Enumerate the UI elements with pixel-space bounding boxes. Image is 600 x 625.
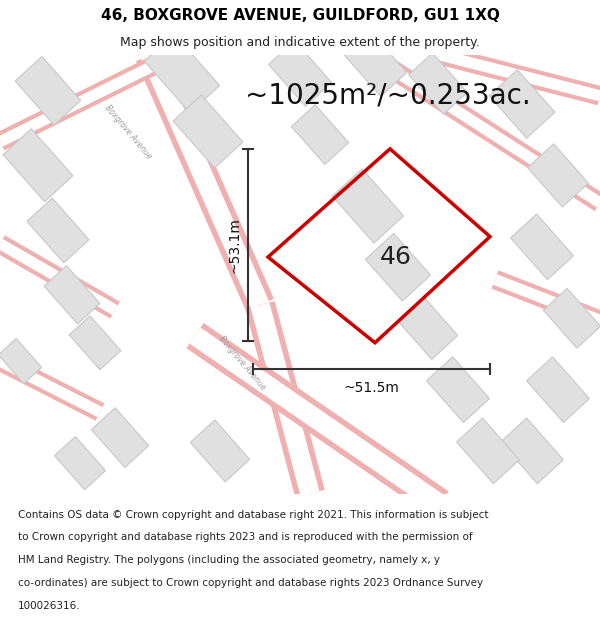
Polygon shape <box>3 129 73 202</box>
Polygon shape <box>544 288 600 348</box>
Polygon shape <box>27 198 89 263</box>
Polygon shape <box>269 41 331 106</box>
Text: to Crown copyright and database rights 2023 and is reproduced with the permissio: to Crown copyright and database rights 2… <box>18 532 473 542</box>
Polygon shape <box>292 105 349 164</box>
Polygon shape <box>527 144 589 207</box>
Text: ~1025m²/~0.253ac.: ~1025m²/~0.253ac. <box>245 82 531 110</box>
Text: 100026316.: 100026316. <box>18 601 80 611</box>
Text: co-ordinates) are subject to Crown copyright and database rights 2023 Ordnance S: co-ordinates) are subject to Crown copyr… <box>18 578 483 588</box>
Polygon shape <box>55 436 106 490</box>
Polygon shape <box>91 408 149 468</box>
Polygon shape <box>69 316 121 370</box>
Polygon shape <box>398 298 458 359</box>
Polygon shape <box>409 53 467 114</box>
Polygon shape <box>343 30 407 96</box>
Text: 46: 46 <box>380 244 412 269</box>
Polygon shape <box>15 56 81 125</box>
Polygon shape <box>511 214 574 279</box>
Polygon shape <box>457 418 520 484</box>
Text: ~51.5m: ~51.5m <box>344 381 400 394</box>
Polygon shape <box>190 420 250 482</box>
Polygon shape <box>0 339 41 384</box>
Text: Boxgrove Avenue: Boxgrove Avenue <box>217 334 267 392</box>
Text: Map shows position and indicative extent of the property.: Map shows position and indicative extent… <box>120 36 480 49</box>
Text: 46, BOXGROVE AVENUE, GUILDFORD, GU1 1XQ: 46, BOXGROVE AVENUE, GUILDFORD, GU1 1XQ <box>101 8 499 23</box>
Polygon shape <box>527 357 589 422</box>
Text: Contains OS data © Crown copyright and database right 2021. This information is : Contains OS data © Crown copyright and d… <box>18 509 488 519</box>
Text: ~53.1m: ~53.1m <box>227 217 241 272</box>
Polygon shape <box>365 233 431 301</box>
Polygon shape <box>332 169 404 243</box>
Polygon shape <box>145 34 220 112</box>
Polygon shape <box>173 95 243 168</box>
Polygon shape <box>44 266 100 324</box>
Polygon shape <box>427 357 490 422</box>
Polygon shape <box>489 70 555 138</box>
Polygon shape <box>500 418 563 484</box>
Text: HM Land Registry. The polygons (including the associated geometry, namely x, y: HM Land Registry. The polygons (includin… <box>18 556 440 566</box>
Text: Boxgrove Avenue: Boxgrove Avenue <box>103 102 153 161</box>
